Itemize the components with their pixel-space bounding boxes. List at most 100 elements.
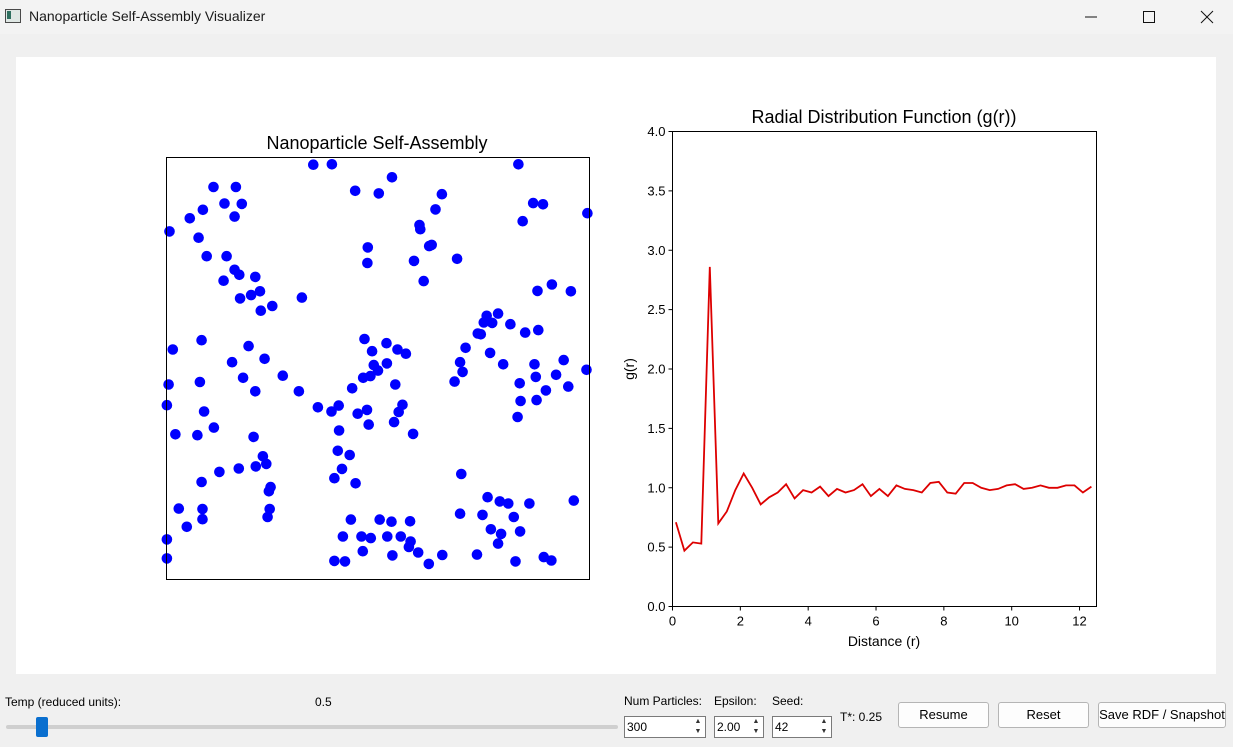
- seed-input[interactable]: [775, 719, 815, 735]
- scatter-point: [173, 503, 185, 514]
- y-tick-label: 4.0: [647, 124, 665, 139]
- save-rdf-snapshot-button[interactable]: Save RDF / Snapshot: [1098, 702, 1226, 728]
- scatter-point: [558, 354, 569, 366]
- rdf-frame: [672, 131, 1097, 607]
- scatter-point: [495, 528, 507, 540]
- scatter-point: [164, 226, 175, 237]
- maximize-button[interactable]: [1120, 0, 1178, 34]
- scatter-point: [350, 478, 361, 489]
- spin-down-icon[interactable]: ▼: [694, 728, 702, 735]
- temp-slider-handle[interactable]: [36, 717, 48, 737]
- maximize-icon: [1143, 11, 1155, 23]
- scatter-point: [293, 386, 305, 397]
- scatter-point: [296, 292, 308, 303]
- scatter-point: [475, 329, 487, 340]
- scatter-point: [196, 334, 207, 346]
- scatter-point: [514, 378, 525, 389]
- reset-button[interactable]: Reset: [998, 702, 1089, 728]
- title-bar: Nanoparticle Self-Assembly Visualizer: [0, 0, 1233, 34]
- scatter-point: [503, 498, 514, 509]
- epsilon-input[interactable]: [717, 719, 749, 735]
- resume-button[interactable]: Resume: [898, 702, 989, 728]
- scatter-point: [532, 285, 543, 297]
- spin-up-icon[interactable]: ▲: [820, 718, 828, 725]
- scatter-point: [430, 204, 441, 215]
- plot-canvas: Nanoparticle Self-Assembly Radial Distri…: [16, 57, 1216, 674]
- close-button[interactable]: [1178, 0, 1233, 34]
- scatter-point: [414, 219, 425, 231]
- scatter-point: [392, 344, 403, 355]
- scatter-point: [197, 204, 209, 216]
- scatter-point: [254, 286, 266, 297]
- spin-down-icon[interactable]: ▼: [820, 728, 828, 735]
- scatter-point: [390, 379, 401, 390]
- scatter-point: [485, 524, 497, 535]
- scatter-point: [372, 365, 384, 376]
- scatter-point: [359, 333, 370, 345]
- scatter-point: [197, 503, 208, 515]
- x-tick-label: 0: [669, 614, 676, 629]
- epsilon-spinbox[interactable]: ▲ ▼: [714, 716, 764, 738]
- scatter-point: [386, 172, 398, 183]
- temp-label: Temp (reduced units):: [5, 695, 122, 709]
- scatter-point: [568, 495, 580, 506]
- temp-value: 0.5: [315, 695, 332, 709]
- scatter-point: [492, 308, 504, 319]
- y-tick-label: 1.0: [647, 480, 665, 495]
- scatter-point: [484, 347, 496, 359]
- scatter-point: [403, 541, 415, 553]
- scatter-point: [412, 547, 424, 558]
- scatter-point: [261, 458, 272, 470]
- scatter-point: [250, 386, 261, 397]
- scatter-point: [529, 359, 540, 370]
- scatter-point: [243, 340, 254, 352]
- temp-slider[interactable]: [6, 725, 618, 729]
- scatter-point: [423, 240, 435, 252]
- rdf-xlabel: Distance (r): [848, 633, 920, 649]
- epsilon-stepper[interactable]: ▲ ▼: [749, 717, 763, 737]
- scatter-point: [184, 213, 196, 224]
- scatter-point: [226, 356, 238, 368]
- spin-up-icon[interactable]: ▲: [694, 718, 702, 725]
- scatter-point: [221, 250, 232, 262]
- scatter-point: [510, 556, 521, 567]
- rdf-series-line: [675, 266, 1092, 553]
- y-tick-label: 2.0: [647, 362, 665, 377]
- scatter-point: [197, 513, 208, 525]
- scatter-title: Nanoparticle Self-Assembly: [266, 133, 487, 153]
- num-particles-input[interactable]: [627, 719, 689, 735]
- scatter-point: [471, 549, 483, 560]
- scatter-point: [514, 526, 526, 537]
- scatter-point: [486, 317, 498, 329]
- num-particles-spinbox[interactable]: ▲ ▼: [624, 716, 706, 738]
- y-tick-label: 2.5: [647, 302, 665, 317]
- scatter-point: [362, 242, 374, 253]
- scatter-point: [230, 181, 242, 193]
- x-tick-label: 4: [805, 614, 812, 629]
- seed-stepper[interactable]: ▲ ▼: [817, 717, 831, 737]
- spin-up-icon[interactable]: ▲: [752, 718, 760, 725]
- x-tick-label: 10: [1004, 614, 1018, 629]
- app-icon: [5, 9, 21, 23]
- scatter-point: [477, 509, 488, 521]
- scatter-point: [250, 271, 261, 283]
- scatter-point: [517, 215, 528, 227]
- scatter-point: [512, 411, 523, 423]
- spin-down-icon[interactable]: ▼: [752, 728, 760, 735]
- y-tick-label: 0.0: [647, 599, 665, 614]
- minimize-button[interactable]: [1062, 0, 1120, 34]
- seed-spinbox[interactable]: ▲ ▼: [772, 716, 832, 738]
- scatter-point: [582, 207, 593, 219]
- scatter-point: [196, 476, 207, 488]
- scatter-point: [361, 404, 373, 416]
- x-tick-label: 12: [1072, 614, 1086, 629]
- scatter-point: [333, 400, 345, 411]
- scatter-point: [393, 406, 405, 418]
- scatter-point: [563, 381, 574, 392]
- scatter-point: [208, 181, 219, 193]
- scatter-point: [236, 198, 248, 210]
- rdf-ylabel: g(r): [621, 358, 637, 380]
- scatter-point: [248, 431, 259, 443]
- num-particles-stepper[interactable]: ▲ ▼: [691, 717, 705, 737]
- scatter-point: [167, 344, 179, 355]
